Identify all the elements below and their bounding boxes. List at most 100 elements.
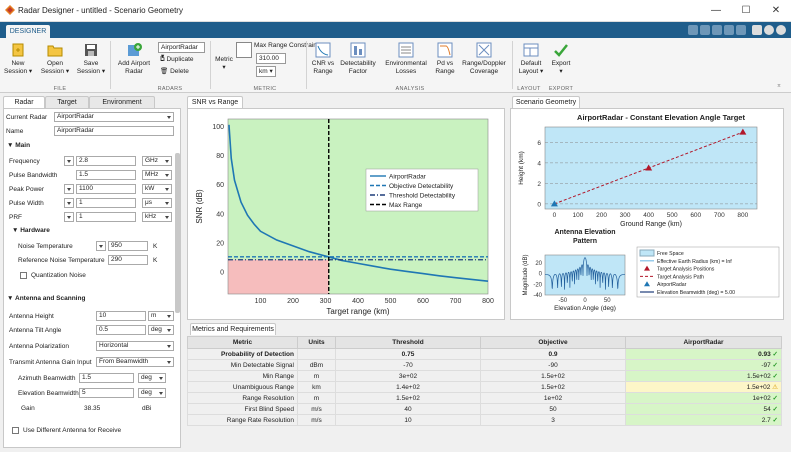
quick-access-icon[interactable] — [736, 25, 746, 35]
table-row[interactable]: Range Resolution m 1.5e+02 1e+02 1e+02 ✓ — [187, 392, 782, 404]
different-antenna-checkbox[interactable] — [12, 427, 19, 434]
name-input[interactable]: AirportRadar — [54, 126, 174, 136]
col-threshold[interactable]: Threshold — [335, 336, 481, 349]
default-layout-button[interactable]: Default Layout ▾ — [516, 42, 546, 76]
geometry-chart[interactable]: AirportRadar - Constant Elevation Angle … — [511, 109, 783, 319]
pulse-bandwidth-input[interactable]: 1.5 — [76, 170, 136, 180]
cell-airportradar: 1e+02 ✓ — [625, 392, 782, 404]
pulse-width-mode-select[interactable] — [64, 198, 74, 208]
peak-power-unit-select[interactable]: kW — [142, 184, 172, 194]
table-row[interactable]: Unambiguous Range km 1.4e+02 1.5e+02 1.5e+02… — [187, 381, 782, 393]
add-radar-button[interactable]: Add Airport Radar — [114, 42, 154, 76]
max-range-input[interactable]: 310.00 — [256, 53, 286, 64]
detectability-label: Detectability Factor — [340, 60, 376, 75]
prf-unit-select[interactable]: kHz — [142, 212, 172, 222]
table-row[interactable]: Range Rate Resolution m/s 10 3 2.7 ✓ — [187, 414, 782, 426]
antenna-tilt-input[interactable]: 0.5 — [96, 325, 146, 335]
current-radar-select[interactable]: AirportRadar — [54, 112, 174, 122]
table-row[interactable]: Probability of Detection 0.75 0.9 0.93 ✓ — [187, 348, 782, 360]
range-unit-select[interactable]: km ▾ — [256, 66, 276, 77]
delete-button[interactable]: 🗑 Delete — [160, 68, 210, 76]
scrollbar-thumb[interactable] — [175, 153, 180, 313]
pulse-bandwidth-unit-select[interactable]: MHz — [142, 170, 172, 180]
layout-icon — [523, 43, 539, 57]
quantization-noise-checkbox[interactable] — [20, 272, 27, 279]
azimuth-beamwidth-input[interactable]: 1.5 — [79, 373, 134, 383]
table-row[interactable]: Min Detectable Signal dBm -70 -90 -97 ✓ — [187, 359, 782, 371]
peak-power-mode-select[interactable] — [64, 184, 74, 194]
cell-objective: 1e+02 — [480, 392, 626, 404]
peak-power-input[interactable]: 1100 — [76, 184, 136, 194]
undo-icon[interactable] — [752, 25, 762, 35]
export-button[interactable]: Export ▾ — [548, 42, 574, 76]
antenna-height-unit-select[interactable]: m — [148, 311, 174, 321]
tab-metrics[interactable]: Metrics and Requirements — [190, 323, 276, 335]
pulse-width-unit-select[interactable]: μs — [142, 198, 172, 208]
col-metric[interactable]: Metric — [187, 336, 298, 349]
noise-temperature-input[interactable]: 950 — [108, 241, 148, 251]
gain-label: Gain — [21, 405, 35, 412]
tab-designer[interactable]: DESIGNER — [6, 25, 50, 38]
col-units[interactable]: Units — [297, 336, 336, 349]
export-label: Export ▾ — [551, 60, 571, 75]
prf-mode-select[interactable] — [64, 212, 74, 222]
environmental-losses-button[interactable]: Environmental Losses — [382, 42, 430, 76]
frequency-mode-select[interactable] — [64, 156, 74, 166]
metrics-table: Metric Units Threshold Objective Airport… — [187, 336, 782, 426]
open-session-button[interactable]: Open Session ▾ — [40, 42, 70, 76]
cnr-vs-range-button[interactable]: CNR vs Range — [310, 42, 336, 76]
noise-temperature-mode-select[interactable] — [96, 241, 106, 251]
prf-input[interactable]: 1 — [76, 212, 136, 222]
save-session-button[interactable]: Save Session ▾ — [76, 42, 106, 76]
new-session-button[interactable]: New Session ▾ — [4, 42, 32, 76]
quick-access-icon[interactable] — [724, 25, 734, 35]
frequency-label: Frequency — [9, 158, 40, 165]
x-tick-label: 800 — [482, 298, 494, 305]
tab-environment[interactable]: Environment — [89, 96, 155, 108]
transmit-gain-input-select[interactable]: From Beamwidth — [96, 357, 174, 367]
antenna-tilt-unit-select[interactable]: deg — [148, 325, 174, 335]
table-row[interactable]: First Blind Speed m/s 40 50 54 ✓ — [187, 403, 782, 415]
main-section-header[interactable]: ▼ Main — [7, 142, 31, 149]
tab-radar[interactable]: Radar — [3, 96, 45, 108]
duplicate-button[interactable]: ⧉ Duplicate — [160, 56, 210, 64]
table-row[interactable]: Min Range m 3e+02 1.5e+02 1.5e+02 ✓ — [187, 370, 782, 382]
geometry-legend-box — [636, 246, 780, 298]
ribbon-separator — [110, 41, 111, 89]
close-button[interactable]: ✕ — [771, 5, 781, 16]
quick-access-icon[interactable] — [700, 25, 710, 35]
collapse-ribbon-icon[interactable]: ⌅ — [776, 82, 782, 89]
frequency-unit-select[interactable]: GHz — [142, 156, 172, 166]
x-tick-label: 300 — [620, 212, 631, 219]
tab-scenario-geometry[interactable]: Scenario Geometry — [512, 96, 580, 108]
hardware-section-header[interactable]: ▼ Hardware — [12, 227, 50, 234]
antenna-height-input[interactable]: 10 — [96, 311, 146, 321]
minimize-button[interactable]: — — [711, 5, 721, 16]
antenna-section-header[interactable]: ▼ Antenna and Scanning — [7, 295, 86, 302]
frequency-input[interactable]: 2.8 — [76, 156, 136, 166]
settings-icon[interactable] — [776, 25, 786, 35]
azimuth-beamwidth-unit-select[interactable]: deg — [138, 373, 166, 383]
help-icon[interactable] — [764, 25, 774, 35]
col-airportradar[interactable]: AirportRadar — [625, 336, 782, 349]
tab-snr-vs-range[interactable]: SNR vs Range — [187, 96, 243, 108]
tab-target[interactable]: Target — [45, 96, 89, 108]
noise-temperature-label: Noise Temperature — [18, 243, 73, 250]
radar-select[interactable]: AirportRadar ▾ — [158, 42, 205, 60]
pd-vs-range-button[interactable]: Pd vs Range — [432, 42, 458, 76]
metric-button[interactable]: Metric ▾ — [215, 56, 233, 71]
x-tick-label: 500 — [385, 298, 397, 305]
elevation-beamwidth-unit-select[interactable]: deg — [138, 388, 166, 398]
quick-access-icon[interactable] — [712, 25, 722, 35]
maximize-button[interactable]: ☐ — [741, 5, 751, 16]
snr-chart[interactable]: 100 200 300 400 500 600 700 800 0 20 40 60 80 100 Targ… — [188, 109, 504, 319]
col-objective[interactable]: Objective — [480, 336, 626, 349]
quick-access-icon[interactable] — [688, 25, 698, 35]
reference-noise-input[interactable]: 290 — [108, 255, 148, 265]
detectability-factor-button[interactable]: Detectability Factor — [338, 42, 378, 76]
target-position-marker — [739, 128, 747, 135]
antenna-polarization-select[interactable]: Horizontal — [96, 341, 174, 351]
range-doppler-button[interactable]: Range/Doppler Coverage — [460, 42, 508, 76]
pulse-width-input[interactable]: 1 — [76, 198, 136, 208]
elevation-beamwidth-input[interactable]: 5 — [79, 388, 134, 398]
